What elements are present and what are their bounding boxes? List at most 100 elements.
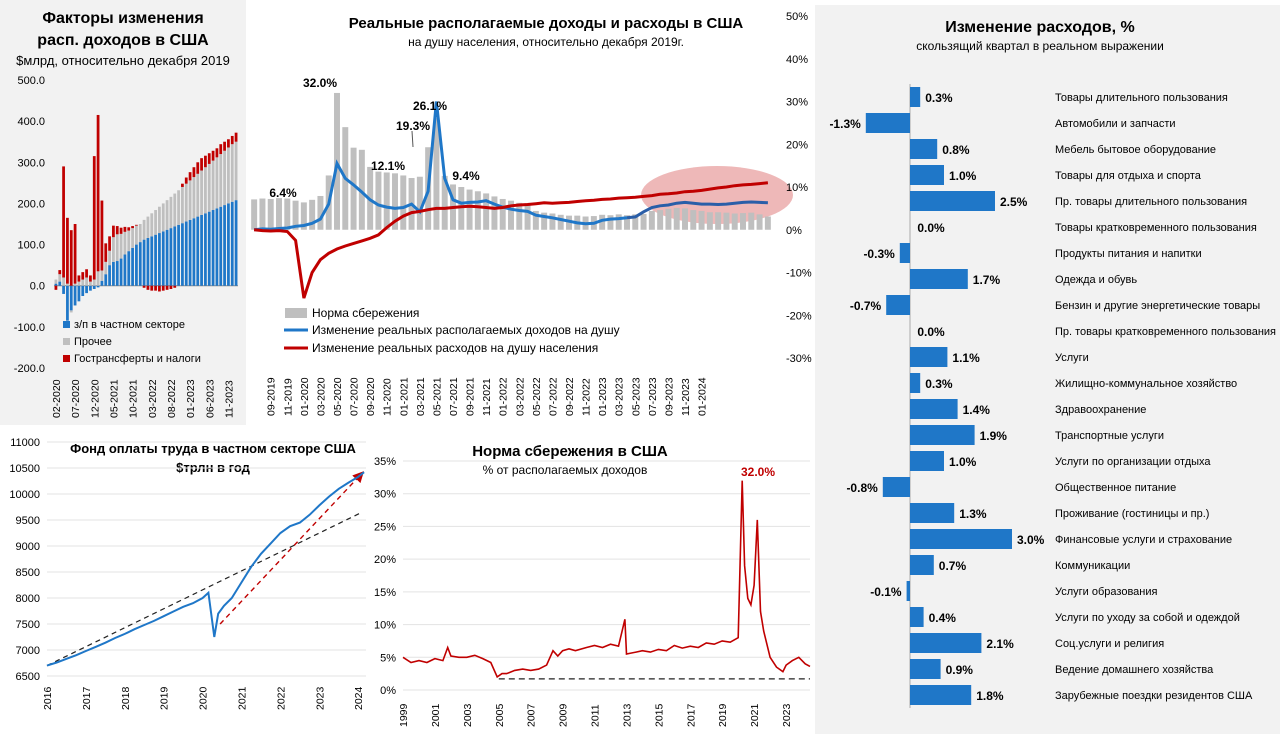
saving-rate-bar <box>267 198 274 230</box>
saving-y-tick: 35% <box>374 456 396 468</box>
factors-bar-segment <box>142 285 146 288</box>
factors-bar-segment <box>100 200 104 271</box>
saving-x-tick: 2011 <box>590 704 602 727</box>
spending-bar <box>910 451 944 471</box>
factors-bar-segment <box>73 283 77 286</box>
spending-bar-label: 0.8% <box>942 143 970 157</box>
factors-y-tick: 400.0 <box>17 116 45 128</box>
factors-bar-segment <box>200 214 203 286</box>
factors-bar-segment <box>104 274 108 286</box>
factors-bar-segment <box>161 285 165 291</box>
saving-x-axis: 1999 2001 2003 2005 2007 2009 2011 2013 2015 2017… <box>398 703 793 727</box>
factors-bar-segment <box>207 153 211 164</box>
factors-bar-segment <box>127 230 131 252</box>
saving-rate-bar <box>715 212 722 230</box>
factors-bar-segment <box>119 227 123 234</box>
saving-rate-bar <box>665 208 672 230</box>
spending-bar <box>899 243 910 263</box>
factors-bar-segment <box>58 270 62 275</box>
factors-bar-segment <box>119 233 123 259</box>
factors-bar-segment <box>96 271 100 286</box>
spending-bar <box>910 555 934 575</box>
spending-bar <box>906 581 910 601</box>
factors-bar-segment <box>85 269 88 278</box>
factors-bar-segment <box>127 251 131 286</box>
factors-bar-segment <box>207 163 211 212</box>
income-line-recent <box>626 200 768 220</box>
income-line <box>253 101 628 232</box>
spending-category-label: Товары для отдыха и спорта <box>1055 170 1202 182</box>
saving-rate-bar <box>698 210 705 230</box>
factors-bar-segment <box>154 234 157 286</box>
factors-x-tick: 08-2022 <box>166 379 178 418</box>
factors-bar-segment <box>89 275 92 282</box>
factors-bar-segment <box>73 285 77 306</box>
spending-bar <box>910 503 955 523</box>
spending-bar-label: -0.1% <box>870 585 902 599</box>
factors-bar-segment <box>169 285 173 289</box>
spending-bar <box>910 269 968 289</box>
incomes-y-tick: 30% <box>786 97 808 109</box>
factors-bar-segment <box>92 279 96 286</box>
spending-category-label: Общественное питание <box>1055 482 1176 494</box>
factors-bar-segment <box>219 144 223 155</box>
saving-y-tick: 10% <box>374 620 396 632</box>
spending-bar <box>910 191 995 211</box>
factors-bar-segment <box>219 154 223 207</box>
spending-bar <box>882 477 910 497</box>
factors-y-axis: 500.0 400.0 300.0 200.0 100.0 0.0 -100.0 -200.0 <box>14 75 238 375</box>
factors-bar-segment <box>184 177 188 184</box>
saving-y-tick: 5% <box>380 652 396 664</box>
factors-bar-segment <box>184 183 188 222</box>
factors-subtitle: $млрд, относительно декабря 2019 <box>16 53 230 68</box>
factors-bar-segment <box>77 275 81 282</box>
factors-bar-segment <box>108 236 111 251</box>
factors-bar-segment <box>146 285 150 290</box>
annotation-6: 6.4% <box>269 186 297 200</box>
spending-bar-label: 3.0% <box>1017 533 1045 547</box>
factors-bar-segment <box>81 279 85 286</box>
payroll-x-tick: 2016 <box>42 686 54 710</box>
saving-rate-bar <box>532 210 539 230</box>
factors-bar-segment <box>215 157 219 209</box>
factors-bar-segment <box>215 148 219 158</box>
factors-bar-segment <box>146 237 150 286</box>
saving-rate-bar <box>599 214 606 230</box>
spending-bar <box>910 347 948 367</box>
saving-rate-bar <box>508 200 514 230</box>
factors-bar-segment <box>96 114 100 272</box>
incomes-x-tick: 09-2021 <box>465 377 477 416</box>
factors-bar-segment <box>62 285 65 294</box>
factors-bar-segment <box>177 224 180 286</box>
payroll-y-axis: 11000 10500 10000 9500 9000 8500 8000 7500 7000 6… <box>9 437 40 683</box>
incomes-x-tick: 03-2023 <box>614 377 626 416</box>
spending-bar-label: 0.0% <box>917 325 945 339</box>
incomes-x-tick: 11-2019 <box>282 378 294 416</box>
annotation-19: 19.3% <box>396 119 430 133</box>
payroll-x-tick: 2024 <box>353 686 365 710</box>
payroll-trend-line <box>46 511 363 667</box>
factors-bar-segment <box>204 167 207 214</box>
saving-rate-bar <box>317 195 324 230</box>
saving-rate-bar <box>416 176 423 230</box>
incomes-x-tick: 09-2020 <box>365 377 377 416</box>
legend-label-saving: Норма сбережения <box>312 306 419 320</box>
factors-y-tick: 200.0 <box>17 198 45 210</box>
incomes-x-tick: 11-2022 <box>581 378 593 416</box>
incomes-x-tick: 07-2021 <box>448 377 460 416</box>
factors-bar-segment <box>81 272 85 280</box>
factors-bar-segment <box>77 281 81 286</box>
payroll-x-tick: 2022 <box>275 686 287 710</box>
incomes-x-axis: 09-2019 11-2019 01-2020 03-2020 05-2020 07-20… <box>266 377 709 416</box>
spending-bar <box>910 425 975 445</box>
saving-rate-bar <box>259 198 266 230</box>
spending-change-title: Изменение расходов, % <box>945 19 1135 36</box>
factors-bar-segment <box>215 208 219 286</box>
factors-bar-segment <box>158 285 161 292</box>
factors-bar-segment <box>234 200 238 286</box>
saving-rate-bar <box>615 214 622 230</box>
saving-rate-bar <box>740 213 746 230</box>
payroll-y-tick: 8000 <box>16 593 40 605</box>
factors-bar-segment <box>108 250 111 266</box>
spending-category-label: Услуги по организации отдыха <box>1055 456 1211 468</box>
